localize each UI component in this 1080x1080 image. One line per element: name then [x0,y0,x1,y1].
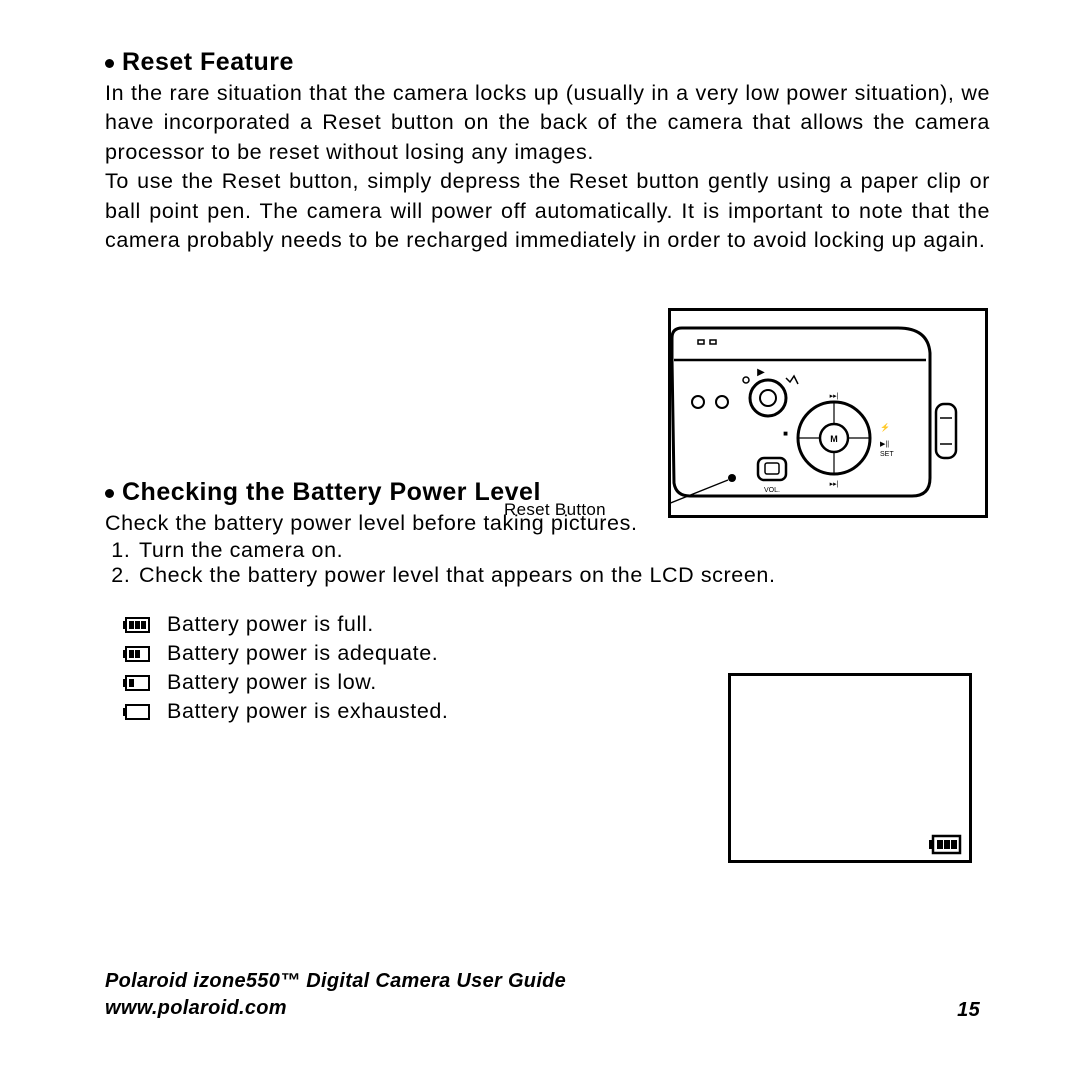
camera-label-reset-button: Reset Button [504,500,606,520]
lcd-screen-illustration [728,673,972,863]
battery-step-2: Check the battery power level that appea… [137,563,990,588]
svg-text:⚡: ⚡ [880,422,890,432]
paragraph-reset-2: To use the Reset button, simply depress … [105,167,990,255]
svg-text:▸▸|: ▸▸| [830,393,839,400]
svg-text:M: M [830,434,838,444]
battery-low-label: Battery power is low. [167,670,377,695]
bullet-icon [105,489,114,498]
bullet-icon [105,59,114,68]
heading-reset-feature: Reset Feature [105,48,990,77]
battery-row-adequate: Battery power is adequate. [123,641,990,666]
camera-figure: ▶ M ▸▸| ▸▸| ⚡ ▶|| SET ■ VOL. [668,308,988,523]
svg-text:▸▸|: ▸▸| [830,481,839,488]
heading-battery-level-text: Checking the Battery Power Level [122,478,541,506]
svg-text:SET: SET [880,451,894,458]
footer-title: Polaroid izone550™ Digital Camera User G… [105,968,566,995]
battery-step-1: Turn the camera on. [137,538,990,563]
battery-exhausted-label: Battery power is exhausted. [167,699,449,724]
heading-reset-feature-text: Reset Feature [122,48,294,76]
battery-adequate-label: Battery power is adequate. [167,641,438,666]
battery-row-full: Battery power is full. [123,612,990,637]
battery-full-icon [123,617,151,633]
page-number: 15 [957,999,980,1022]
paragraph-reset-1: In the rare situation that the camera lo… [105,79,990,167]
svg-text:▶: ▶ [757,367,765,378]
svg-text:VOL.: VOL. [764,487,780,494]
page-footer: Polaroid izone550™ Digital Camera User G… [105,968,980,1022]
svg-text:▶||: ▶|| [880,441,889,448]
battery-low-icon [123,675,151,691]
battery-exhausted-icon [123,704,151,720]
battery-adequate-icon [123,646,151,662]
svg-text:■: ■ [783,429,788,438]
battery-full-label: Battery power is full. [167,612,374,637]
camera-illustration: ▶ M ▸▸| ▸▸| ⚡ ▶|| SET ■ VOL. [668,308,988,518]
footer-url: www.polaroid.com [105,995,566,1022]
battery-steps-list: Turn the camera on. Check the battery po… [105,538,990,588]
lcd-figure [728,673,972,868]
